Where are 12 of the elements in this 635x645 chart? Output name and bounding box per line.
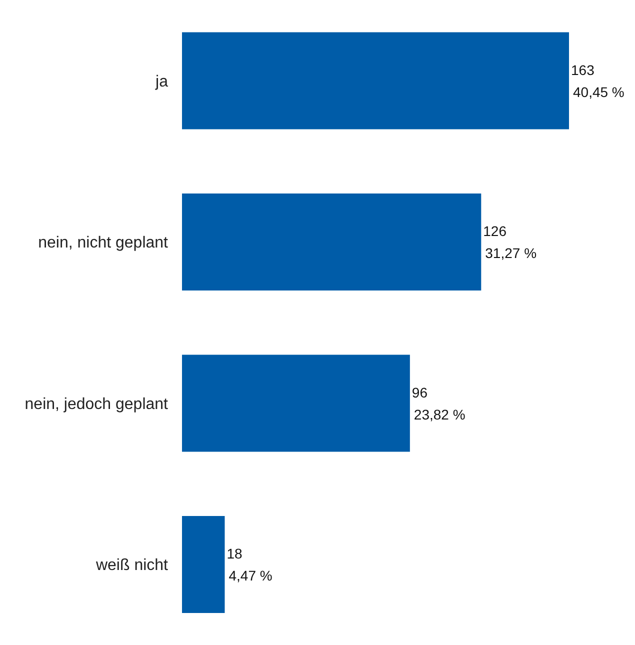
y-tick-label: nein, jedoch geplant	[24, 396, 169, 413]
bar	[182, 354, 410, 452]
data-label: 18 4,47 %	[226, 546, 272, 584]
bar	[182, 516, 225, 613]
data-label: 126 31,27 %	[483, 223, 537, 261]
y-tick-label: weiß nicht	[94, 557, 169, 574]
bar	[182, 194, 482, 290]
bar	[182, 32, 569, 130]
data-label: 96 23,82 %	[412, 384, 466, 422]
y-tick-label: ja	[154, 73, 168, 90]
y-tick-label: nein, nicht geplant	[38, 234, 169, 252]
data-label: 163 40,45 %	[571, 62, 624, 100]
